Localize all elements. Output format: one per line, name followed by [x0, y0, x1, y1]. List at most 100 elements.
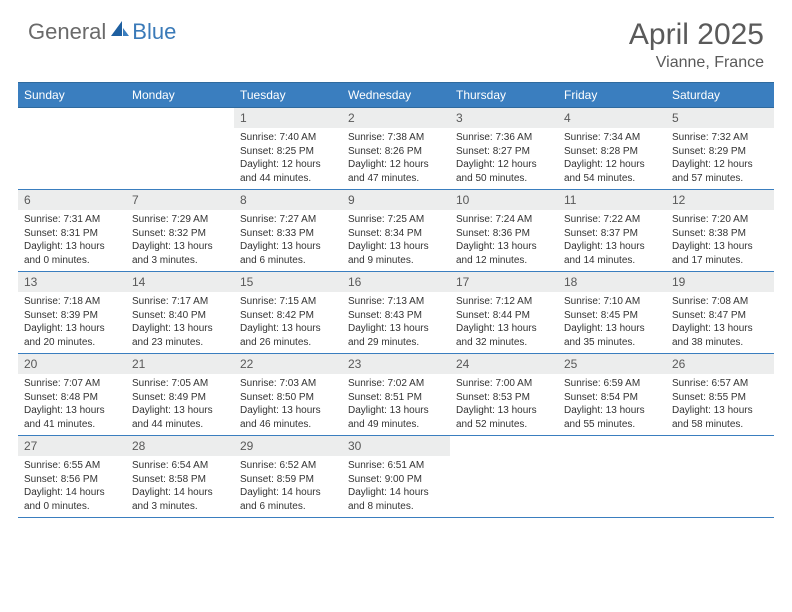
calendar-cell — [666, 436, 774, 518]
day-dl2: and 49 minutes. — [348, 418, 444, 432]
day-ss: Sunset: 8:43 PM — [348, 309, 444, 323]
day-dl1: Daylight: 13 hours — [240, 322, 336, 336]
day-data: Sunrise: 7:07 AMSunset: 8:48 PMDaylight:… — [18, 374, 126, 435]
day-number: 6 — [18, 190, 126, 210]
calendar-cell: 16Sunrise: 7:13 AMSunset: 8:43 PMDayligh… — [342, 272, 450, 354]
day-data: Sunrise: 7:36 AMSunset: 8:27 PMDaylight:… — [450, 128, 558, 189]
day-number: 16 — [342, 272, 450, 292]
day-sr: Sunrise: 6:57 AM — [672, 377, 768, 391]
logo-text-general: General — [28, 19, 106, 45]
day-ss: Sunset: 8:32 PM — [132, 227, 228, 241]
title-block: April 2025 Vianne, France — [629, 18, 764, 72]
day-data: Sunrise: 7:24 AMSunset: 8:36 PMDaylight:… — [450, 210, 558, 271]
calendar-cell: 1Sunrise: 7:40 AMSunset: 8:25 PMDaylight… — [234, 108, 342, 190]
day-dl1: Daylight: 13 hours — [456, 404, 552, 418]
day-sr: Sunrise: 7:03 AM — [240, 377, 336, 391]
day-data: Sunrise: 6:57 AMSunset: 8:55 PMDaylight:… — [666, 374, 774, 435]
day-number: 2 — [342, 108, 450, 128]
calendar-cell: 5Sunrise: 7:32 AMSunset: 8:29 PMDaylight… — [666, 108, 774, 190]
day-dl1: Daylight: 14 hours — [24, 486, 120, 500]
day-sr: Sunrise: 6:52 AM — [240, 459, 336, 473]
calendar-cell: 22Sunrise: 7:03 AMSunset: 8:50 PMDayligh… — [234, 354, 342, 436]
day-dl2: and 35 minutes. — [564, 336, 660, 350]
day-ss: Sunset: 8:54 PM — [564, 391, 660, 405]
day-data: Sunrise: 7:15 AMSunset: 8:42 PMDaylight:… — [234, 292, 342, 353]
calendar-cell: 3Sunrise: 7:36 AMSunset: 8:27 PMDaylight… — [450, 108, 558, 190]
calendar-cell: 13Sunrise: 7:18 AMSunset: 8:39 PMDayligh… — [18, 272, 126, 354]
calendar-cell — [450, 436, 558, 518]
day-ss: Sunset: 8:36 PM — [456, 227, 552, 241]
day-dl1: Daylight: 13 hours — [672, 322, 768, 336]
calendar-cell — [18, 108, 126, 190]
day-data: Sunrise: 7:13 AMSunset: 8:43 PMDaylight:… — [342, 292, 450, 353]
calendar-cell: 10Sunrise: 7:24 AMSunset: 8:36 PMDayligh… — [450, 190, 558, 272]
day-dl2: and 47 minutes. — [348, 172, 444, 186]
day-ss: Sunset: 8:28 PM — [564, 145, 660, 159]
day-ss: Sunset: 8:48 PM — [24, 391, 120, 405]
logo: General Blue — [28, 18, 176, 45]
day-dl2: and 29 minutes. — [348, 336, 444, 350]
weekday-header: Tuesday — [234, 83, 342, 108]
calendar-table: Sunday Monday Tuesday Wednesday Thursday… — [18, 82, 774, 518]
day-dl2: and 38 minutes. — [672, 336, 768, 350]
day-sr: Sunrise: 6:59 AM — [564, 377, 660, 391]
calendar-cell: 30Sunrise: 6:51 AMSunset: 9:00 PMDayligh… — [342, 436, 450, 518]
day-dl2: and 58 minutes. — [672, 418, 768, 432]
day-dl2: and 9 minutes. — [348, 254, 444, 268]
day-dl1: Daylight: 12 hours — [348, 158, 444, 172]
day-dl1: Daylight: 12 hours — [564, 158, 660, 172]
calendar-cell: 21Sunrise: 7:05 AMSunset: 8:49 PMDayligh… — [126, 354, 234, 436]
day-ss: Sunset: 8:31 PM — [24, 227, 120, 241]
day-data: Sunrise: 7:40 AMSunset: 8:25 PMDaylight:… — [234, 128, 342, 189]
calendar-cell: 19Sunrise: 7:08 AMSunset: 8:47 PMDayligh… — [666, 272, 774, 354]
day-data: Sunrise: 7:29 AMSunset: 8:32 PMDaylight:… — [126, 210, 234, 271]
day-number: 30 — [342, 436, 450, 456]
day-ss: Sunset: 8:50 PM — [240, 391, 336, 405]
calendar-cell: 27Sunrise: 6:55 AMSunset: 8:56 PMDayligh… — [18, 436, 126, 518]
calendar-cell: 29Sunrise: 6:52 AMSunset: 8:59 PMDayligh… — [234, 436, 342, 518]
day-dl1: Daylight: 13 hours — [456, 240, 552, 254]
weekday-header: Thursday — [450, 83, 558, 108]
day-number: 14 — [126, 272, 234, 292]
calendar-week-row: 20Sunrise: 7:07 AMSunset: 8:48 PMDayligh… — [18, 354, 774, 436]
day-number: 12 — [666, 190, 774, 210]
day-number: 4 — [558, 108, 666, 128]
day-ss: Sunset: 8:59 PM — [240, 473, 336, 487]
day-ss: Sunset: 8:38 PM — [672, 227, 768, 241]
day-number: 22 — [234, 354, 342, 374]
day-sr: Sunrise: 7:08 AM — [672, 295, 768, 309]
day-number: 10 — [450, 190, 558, 210]
day-dl1: Daylight: 12 hours — [240, 158, 336, 172]
day-ss: Sunset: 8:33 PM — [240, 227, 336, 241]
day-dl1: Daylight: 13 hours — [672, 404, 768, 418]
day-sr: Sunrise: 7:13 AM — [348, 295, 444, 309]
weekday-header: Wednesday — [342, 83, 450, 108]
weekday-header: Sunday — [18, 83, 126, 108]
day-data: Sunrise: 7:32 AMSunset: 8:29 PMDaylight:… — [666, 128, 774, 189]
day-dl2: and 50 minutes. — [456, 172, 552, 186]
day-sr: Sunrise: 7:24 AM — [456, 213, 552, 227]
day-data: Sunrise: 6:51 AMSunset: 9:00 PMDaylight:… — [342, 456, 450, 517]
calendar-cell: 17Sunrise: 7:12 AMSunset: 8:44 PMDayligh… — [450, 272, 558, 354]
day-dl1: Daylight: 14 hours — [132, 486, 228, 500]
day-number: 20 — [18, 354, 126, 374]
day-data: Sunrise: 7:18 AMSunset: 8:39 PMDaylight:… — [18, 292, 126, 353]
day-ss: Sunset: 8:56 PM — [24, 473, 120, 487]
day-number: 8 — [234, 190, 342, 210]
calendar-cell: 9Sunrise: 7:25 AMSunset: 8:34 PMDaylight… — [342, 190, 450, 272]
day-dl2: and 6 minutes. — [240, 254, 336, 268]
day-ss: Sunset: 8:44 PM — [456, 309, 552, 323]
calendar-cell: 23Sunrise: 7:02 AMSunset: 8:51 PMDayligh… — [342, 354, 450, 436]
day-data: Sunrise: 7:10 AMSunset: 8:45 PMDaylight:… — [558, 292, 666, 353]
calendar-week-row: 1Sunrise: 7:40 AMSunset: 8:25 PMDaylight… — [18, 108, 774, 190]
day-sr: Sunrise: 7:18 AM — [24, 295, 120, 309]
calendar-cell: 28Sunrise: 6:54 AMSunset: 8:58 PMDayligh… — [126, 436, 234, 518]
day-dl1: Daylight: 12 hours — [456, 158, 552, 172]
day-number: 5 — [666, 108, 774, 128]
day-dl2: and 14 minutes. — [564, 254, 660, 268]
day-number: 23 — [342, 354, 450, 374]
logo-sail-icon — [108, 18, 130, 45]
day-ss: Sunset: 8:42 PM — [240, 309, 336, 323]
day-number: 19 — [666, 272, 774, 292]
day-dl1: Daylight: 13 hours — [564, 404, 660, 418]
